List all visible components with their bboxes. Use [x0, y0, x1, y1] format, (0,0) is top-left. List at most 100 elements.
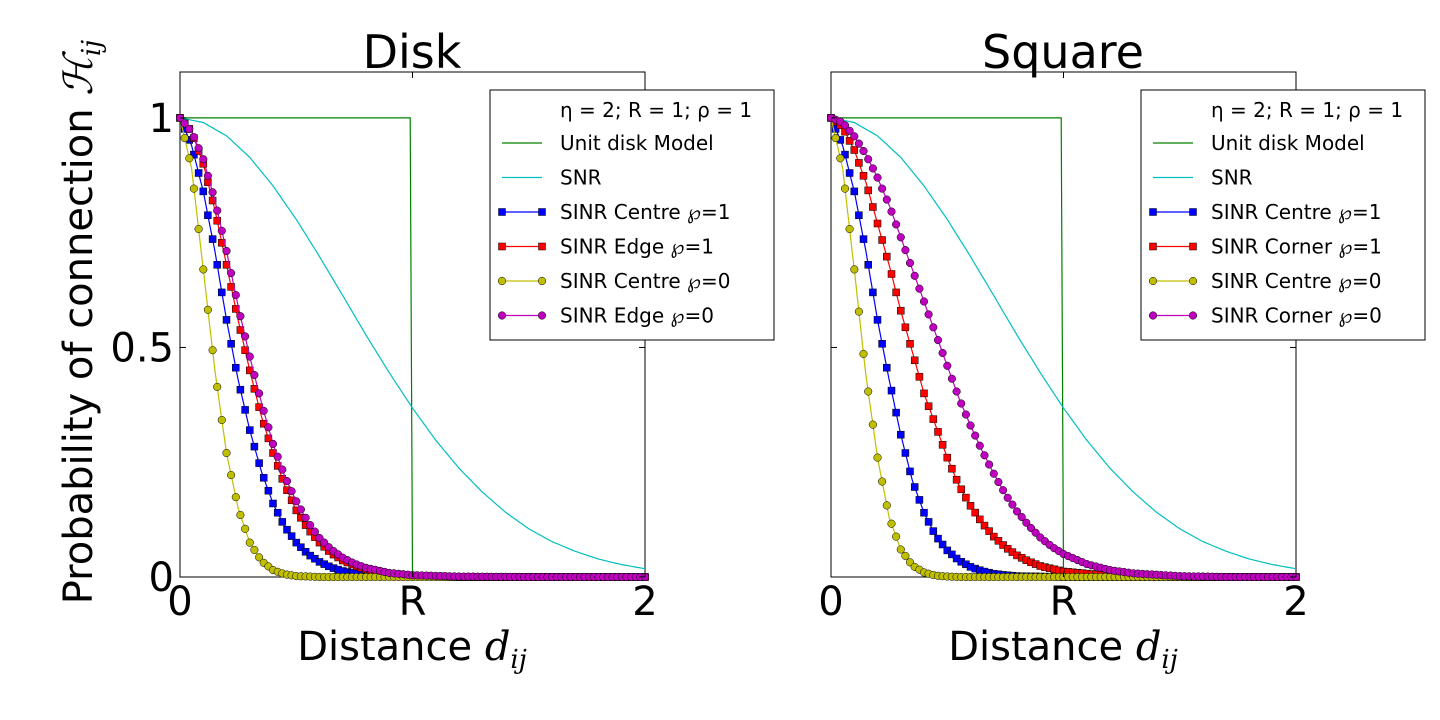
disk-panel: Disk 0 R 2 0 0.5 1 Distance dij η = 2; R = 1;…: [110, 25, 775, 675]
legend-marker: [498, 242, 506, 251]
data-point: [236, 312, 245, 321]
data-point: [208, 235, 217, 243]
data-point: [999, 541, 1007, 549]
data-point: [203, 305, 212, 314]
data-point: [985, 460, 994, 469]
y-tick-label: 0.5: [110, 325, 174, 371]
data-point: [869, 203, 877, 211]
data-point: [255, 459, 263, 467]
data-point: [845, 126, 854, 135]
data-point: [906, 340, 914, 348]
legend: η = 2; R = 1; ρ = 1 Unit disk Model SNR SIN…: [1140, 89, 1426, 341]
data-point: [943, 546, 952, 555]
data-point: [882, 195, 891, 204]
data-point: [947, 374, 956, 383]
data-point: [980, 451, 989, 460]
series-line: [179, 117, 646, 570]
data-point: [185, 154, 194, 163]
data-point: [868, 164, 877, 173]
data-point: [887, 386, 896, 395]
ticks-layer: 0 R 2: [818, 72, 1309, 625]
data-point: [292, 497, 301, 506]
data-point: [873, 173, 882, 182]
legend-entry: Unit disk Model: [502, 131, 714, 155]
data-point: [840, 184, 850, 193]
data-point: [994, 477, 1003, 487]
data-point: [845, 137, 854, 145]
legend-label: SINR Centre ℘=1: [1211, 200, 1381, 224]
data-point: [227, 340, 235, 348]
data-point: [199, 187, 208, 196]
data-point: [938, 441, 947, 449]
data-point: [855, 211, 863, 219]
panel-title: Square: [982, 25, 1144, 79]
legend-entry: SNR: [1153, 166, 1253, 190]
legend-label: SINR Edge ℘=1: [560, 235, 714, 259]
data-point: [245, 538, 254, 547]
legend-entry: SINR Edge ℘=1: [498, 235, 714, 259]
data-point: [231, 291, 240, 300]
legend-marker: [1149, 242, 1157, 251]
legend-entry: Unit disk Model: [1153, 131, 1365, 155]
data-point: [208, 196, 217, 205]
data-point: [301, 513, 310, 522]
data-point: [845, 169, 854, 177]
data-point: [892, 288, 900, 297]
data-point: [218, 288, 226, 297]
data-point: [868, 420, 877, 429]
data-point: [199, 155, 208, 164]
data-point: [952, 387, 961, 396]
data-point: [292, 538, 301, 547]
data-point: [864, 186, 872, 195]
data-point: [920, 389, 928, 398]
legend-label: SINR Edge ℘=0: [560, 304, 714, 328]
data-point: [910, 483, 919, 491]
series-snr: [830, 117, 1297, 570]
data-point: [859, 235, 868, 243]
data-point: [845, 224, 854, 234]
data-point: [217, 415, 226, 425]
data-point: [227, 471, 236, 480]
y-tick-label: 0: [149, 555, 174, 601]
data-point: [887, 519, 896, 528]
data-point: [906, 467, 914, 476]
data-point: [919, 297, 929, 306]
series-snr: [179, 117, 646, 570]
series-sinr-corner-0: [826, 113, 1301, 582]
data-point: [1022, 518, 1031, 527]
data-point: [985, 527, 993, 535]
data-point: [897, 430, 905, 439]
legend-marker: [1188, 276, 1198, 286]
data-point: [1008, 500, 1017, 509]
data-point: [999, 486, 1008, 495]
data-point: [831, 134, 840, 143]
y-tick-label: 1: [149, 96, 174, 142]
data-point: [213, 261, 221, 269]
legend-box: [1140, 89, 1426, 341]
x-tick-label: R: [399, 579, 427, 625]
data-point: [208, 346, 217, 355]
data-point: [896, 233, 905, 242]
legend-label: SNR: [1211, 166, 1253, 190]
x-tick-label: 2: [632, 579, 657, 625]
series-layer: [175, 113, 650, 582]
data-point: [222, 246, 231, 256]
data-point: [208, 188, 217, 197]
data-point: [850, 132, 859, 141]
data-point: [901, 246, 910, 255]
data-point: [199, 265, 208, 274]
data-point: [268, 439, 278, 448]
data-point: [1003, 493, 1012, 502]
series-line: [830, 117, 1297, 570]
data-point: [990, 532, 998, 541]
data-point: [864, 155, 873, 164]
data-point: [269, 499, 277, 508]
legend-entry: SINR Centre ℘=1: [498, 200, 730, 224]
data-point: [864, 261, 872, 269]
data-point: [901, 449, 910, 457]
data-point: [971, 431, 980, 440]
legend-title: η = 2; R = 1; ρ = 1: [1211, 98, 1403, 122]
data-point: [924, 310, 933, 319]
data-point: [873, 219, 882, 228]
